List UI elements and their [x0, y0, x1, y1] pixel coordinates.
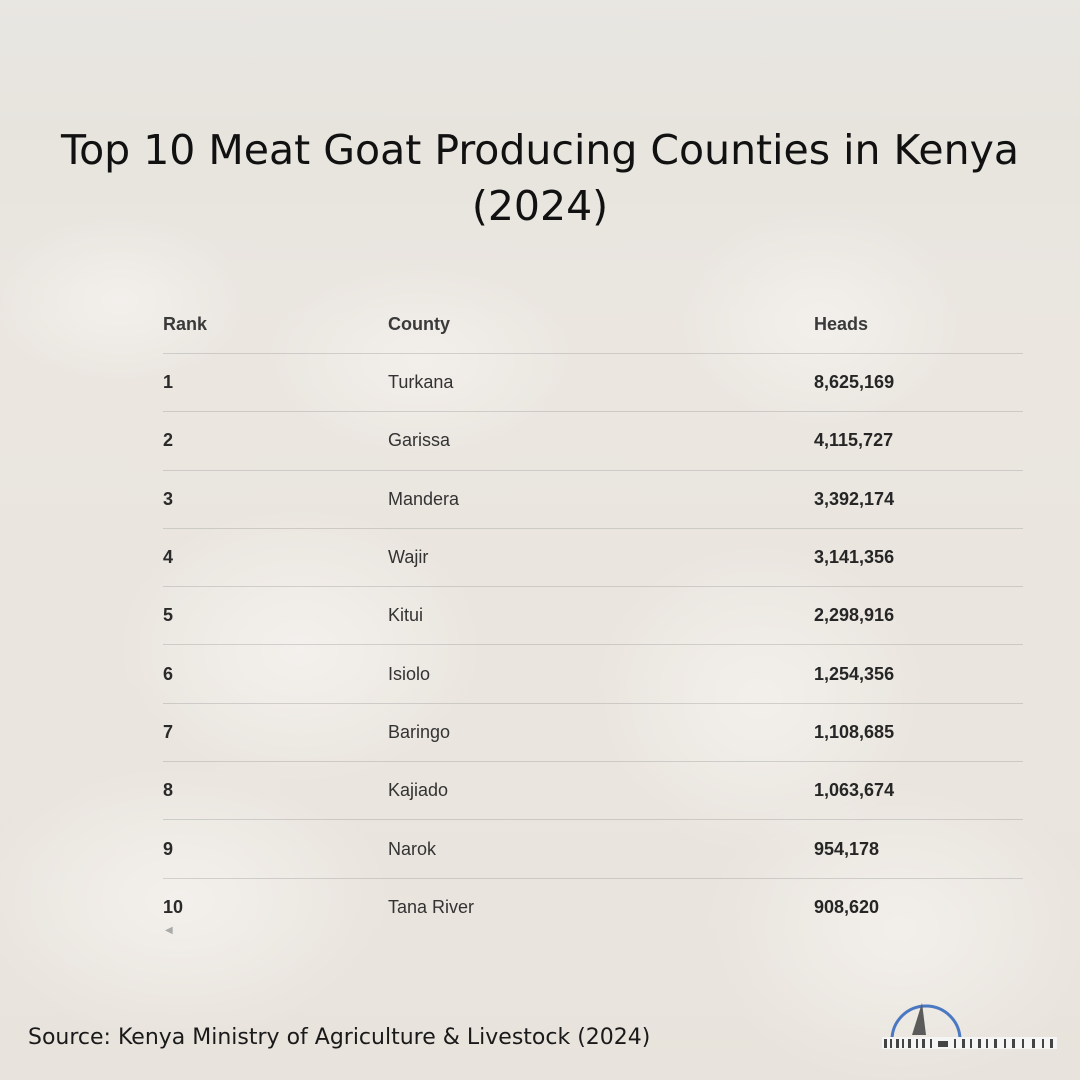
table-row: 9 Narok 954,178	[163, 820, 1023, 879]
rank-cell: 6	[163, 663, 174, 684]
table-row: 4 Wajir 3,141,356	[163, 529, 1023, 588]
table-row: 6 Isiolo 1,254,356	[163, 645, 1023, 704]
heads-cell: 4,115,727	[814, 430, 894, 451]
rank-cell: 8	[163, 780, 174, 801]
heads-cell: 3,141,356	[814, 547, 895, 568]
table-row: 2 Garissa 4,115,727	[163, 412, 1023, 471]
heads-cell: 8,625,169	[814, 372, 895, 393]
heads-cell: 954,178	[814, 838, 880, 859]
table-row: 1 Turkana 8,625,169	[163, 354, 1023, 413]
page-title: Top 10 Meat Goat Producing Counties in K…	[40, 122, 1040, 234]
table-row: 10 Tana River 908,620	[163, 879, 1023, 936]
left-arrow-icon[interactable]: ◀	[165, 925, 173, 936]
data-table: Rank County Heads 1 Turkana 8,625,169 2 Gari…	[163, 296, 1023, 936]
table-body: 1 Turkana 8,625,169 2 Garissa 4,115,727 3 Mande…	[163, 354, 1023, 936]
county-cell: Garissa	[388, 430, 451, 451]
county-cell: Tana River	[388, 896, 475, 917]
table-row: 5 Kitui 2,298,916	[163, 587, 1023, 646]
county-cell: Baringo	[388, 721, 451, 742]
rank-cell: 1	[163, 372, 174, 393]
brand-logo-icon	[882, 1003, 1057, 1049]
county-cell: Kajiado	[388, 780, 449, 801]
heads-cell: 1,108,685	[814, 721, 895, 742]
rank-cell: 7	[163, 721, 174, 742]
table-row: 8 Kajiado 1,063,674	[163, 762, 1023, 821]
header-rank: Rank	[163, 314, 208, 334]
heads-cell: 1,063,674	[814, 780, 895, 801]
county-cell: Turkana	[388, 372, 454, 393]
title-line-2: (2024)	[471, 182, 609, 230]
heads-cell: 3,392,174	[814, 488, 895, 509]
heads-cell: 1,254,356	[814, 663, 895, 684]
rank-cell: 4	[163, 547, 174, 568]
table-row: 3 Mandera 3,392,174	[163, 471, 1023, 529]
heads-cell: 908,620	[814, 896, 880, 917]
header-heads: Heads	[814, 314, 869, 334]
county-cell: Kitui	[388, 605, 424, 626]
rank-cell: 10	[163, 896, 184, 917]
rank-cell: 5	[163, 605, 174, 626]
county-cell: Narok	[388, 838, 437, 859]
heads-cell: 2,298,916	[814, 605, 895, 626]
table-row: 7 Baringo 1,108,685	[163, 704, 1023, 763]
county-cell: Wajir	[388, 547, 429, 568]
title-line-1: Top 10 Meat Goat Producing Counties in K…	[61, 126, 1019, 174]
county-cell: Isiolo	[388, 663, 431, 684]
county-cell: Mandera	[388, 488, 460, 509]
source-note: Source: Kenya Ministry of Agriculture & …	[28, 1025, 651, 1050]
table-header: Rank County Heads	[163, 296, 1023, 354]
header-county: County	[388, 314, 450, 334]
rank-cell: 3	[163, 488, 174, 509]
rank-cell: 2	[163, 430, 174, 451]
rank-cell: 9	[163, 838, 174, 859]
